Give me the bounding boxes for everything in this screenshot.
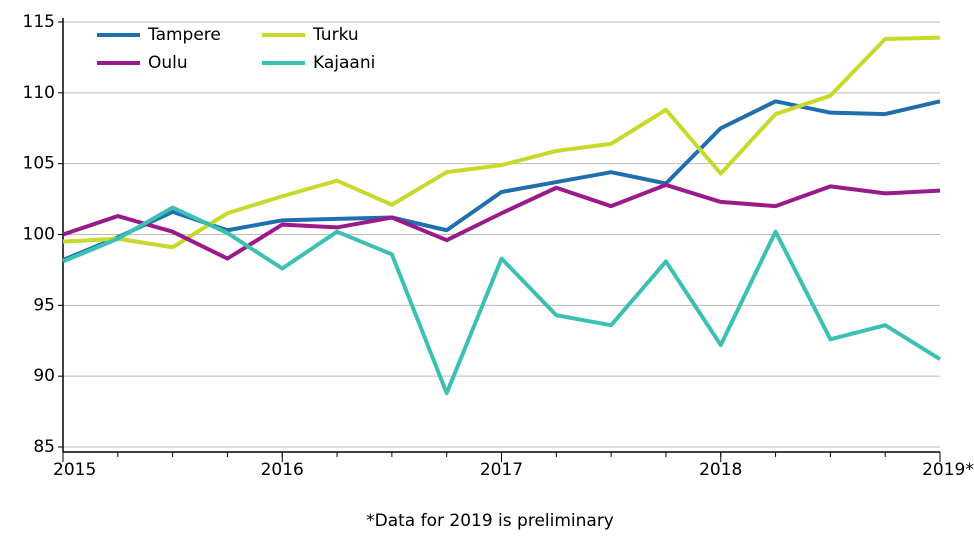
x-tick-label: 2015 [53,460,96,480]
legend-label: Kajaani [313,53,375,73]
y-tick-label: 105 [23,154,55,174]
line-series [62,205,942,396]
y-tick-label: 115 [23,12,55,32]
legend-label: Tampere [147,25,221,45]
x-tick-label: 2018 [699,460,742,480]
legend-label: Turku [312,25,359,45]
y-tick-label: 95 [33,295,55,315]
y-tick-label: 90 [33,366,55,386]
line-series [62,99,941,262]
x-tick-label: 2016 [261,460,304,480]
y-tick-label: 85 [33,437,55,457]
legend-label: Oulu [148,53,188,73]
x-tick-label: 2017 [480,460,523,480]
x-tick-label: 2019* [922,460,974,480]
annotation: *Data for 2019 is preliminary [366,511,614,531]
y-tick-label: 110 [23,83,55,103]
line-series [62,182,941,261]
y-tick-label: 100 [23,225,55,245]
